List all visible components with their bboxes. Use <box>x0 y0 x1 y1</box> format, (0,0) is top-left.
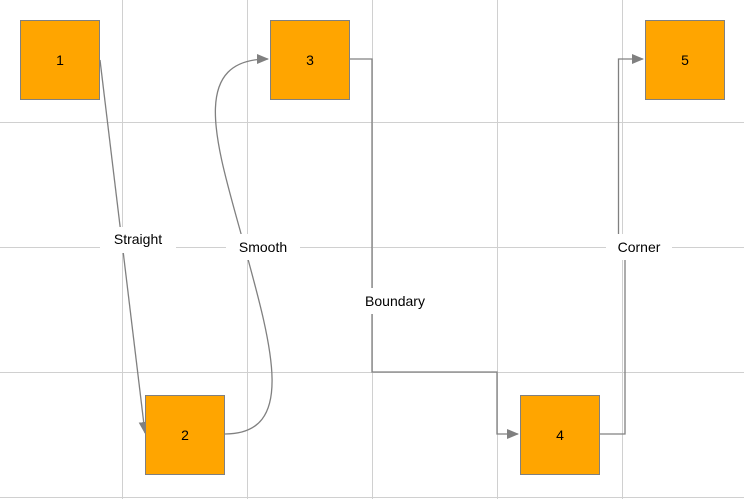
svg-text:1: 1 <box>56 52 64 68</box>
link-smooth[interactable] <box>214 54 273 435</box>
svg-text:Corner: Corner <box>618 239 661 255</box>
link-boundary[interactable] <box>350 58 519 439</box>
node-3[interactable]: 3 <box>270 20 350 100</box>
node-1[interactable]: 1 <box>20 20 100 100</box>
svg-text:Boundary: Boundary <box>365 293 425 309</box>
svg-text:4: 4 <box>556 427 564 443</box>
svg-text:Straight: Straight <box>114 231 162 247</box>
svg-text:2: 2 <box>181 427 189 443</box>
svg-text:Smooth: Smooth <box>239 239 287 255</box>
node-4[interactable]: 4 <box>520 395 600 475</box>
link-label-boundary: Boundary <box>355 288 435 314</box>
link-label-smooth: Smooth <box>226 234 300 260</box>
link-label-straight: Straight <box>100 227 176 253</box>
svg-text:5: 5 <box>681 52 689 68</box>
node-2[interactable]: 2 <box>145 395 225 475</box>
svg-text:3: 3 <box>306 52 314 68</box>
link-label-corner: Corner <box>606 234 672 260</box>
node-5[interactable]: 5 <box>645 20 725 100</box>
